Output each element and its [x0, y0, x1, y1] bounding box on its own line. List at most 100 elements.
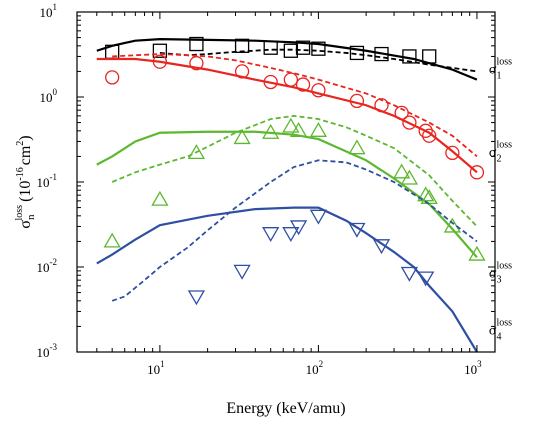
series-1-dashed-line [159, 48, 478, 73]
series-3-label-sup: loss [496, 261, 512, 272]
series-1-point [189, 36, 204, 52]
x-tick-label-exp: 1 [160, 359, 165, 369]
x-tick-label-exp: 3 [477, 359, 482, 369]
series-4-label-symbol: σ [489, 324, 497, 339]
y-tick-label: 10-2 [37, 257, 58, 275]
series-3 [96, 114, 486, 261]
series-4-point [282, 227, 300, 242]
series-2-point [445, 145, 460, 161]
series-2-point [295, 77, 311, 92]
series-3-point [400, 169, 419, 185]
series-2-point [152, 54, 168, 69]
series-3-point [289, 122, 308, 137]
series-1-point [311, 41, 326, 56]
series-4-point [233, 264, 251, 280]
x-tick-label-base: 10 [306, 362, 319, 377]
y-tick-label: 10-3 [37, 342, 58, 360]
series-3-point [468, 245, 486, 261]
y-tick-label-exp: 1 [53, 2, 58, 12]
x-tick-label-base: 10 [464, 362, 477, 377]
series-2-point [234, 64, 250, 79]
y-tick-label-exp: -1 [50, 172, 58, 182]
series-3-solid-line [96, 130, 478, 259]
series-4-point [187, 290, 206, 306]
series-2-point [418, 123, 433, 138]
y-axis-label-unit-open: (10 [17, 181, 34, 202]
series-2-label-sub: 2 [496, 153, 501, 164]
y-axis-label-unit-exp: -16 [15, 167, 26, 180]
y-tick-label-base: 10 [37, 345, 50, 360]
series-3-point [348, 139, 366, 155]
series-4-point [348, 222, 366, 238]
series-1-label-sup: loss [496, 56, 512, 67]
series-2-point [422, 128, 437, 143]
y-tick-label-exp: 0 [53, 87, 58, 97]
y-axis-label-symbol: σ [17, 220, 34, 229]
series-1-point [402, 49, 417, 64]
series-4 [96, 159, 478, 352]
axis-ticks [76, 11, 495, 353]
series-2-label-sup: loss [496, 139, 512, 150]
series-2-label-symbol: σ [489, 145, 497, 160]
y-axis-label-sup: loss [14, 205, 25, 221]
y-tick-label: 101 [40, 2, 58, 20]
series-2-point [189, 56, 204, 71]
series-4-dashed-line [111, 159, 478, 302]
x-tick-label: 101 [147, 359, 165, 377]
series-2-point [394, 105, 409, 121]
series-2-label: σ2 loss [489, 139, 512, 164]
x-tick-label: 103 [464, 359, 482, 377]
series-3-point [393, 163, 411, 179]
series-4-point [417, 271, 435, 287]
plot-area [96, 36, 486, 352]
series-1-label-symbol: σ [489, 62, 497, 77]
series-3-point [233, 129, 251, 145]
series-3-point [103, 232, 121, 248]
series-3-point [262, 123, 280, 139]
series-2-solid-line [96, 57, 478, 174]
series-1-point [263, 40, 278, 55]
series-2-point [469, 165, 485, 180]
series-1-point [422, 49, 437, 64]
series-1-point [374, 46, 389, 62]
y-axis-label-sub: n [25, 214, 37, 220]
series-2-point [402, 115, 417, 130]
series-4-point [262, 227, 280, 242]
series-3-label: σ3 loss [489, 261, 512, 286]
series-4-label-sup: loss [496, 318, 512, 329]
y-axis-label: σnloss (10-16 cm2) [14, 135, 37, 228]
series-3-point [309, 122, 328, 137]
series-2-point [263, 74, 278, 90]
series-2-point [311, 83, 326, 98]
series-2-point [374, 98, 389, 113]
series-1-label-sub: 1 [496, 70, 501, 81]
y-axis-label-unit-mid: cm [17, 145, 34, 165]
y-tick-label-base: 10 [37, 260, 50, 275]
series-3-point [151, 190, 169, 206]
y-tick-label-base: 10 [40, 5, 53, 20]
series-1-label: σ1 loss [489, 56, 512, 81]
y-tick-label-exp: -3 [50, 342, 58, 352]
series-3-point [443, 217, 462, 233]
y-axis-label-unit-close: ) [17, 135, 34, 140]
series-3-label-symbol: σ [489, 267, 497, 282]
series-2-point [105, 70, 120, 85]
y-tick-label: 100 [40, 87, 58, 105]
series-3-point [417, 186, 435, 202]
series-1-point [234, 38, 250, 53]
y-tick-label-base: 10 [40, 90, 53, 105]
series-4-point [372, 239, 391, 255]
y-tick-label-exp: -2 [50, 257, 58, 267]
series-4-point [309, 209, 328, 225]
series-1-point [152, 43, 168, 58]
series-3-label-sub: 3 [496, 275, 501, 286]
series-group [96, 36, 486, 352]
x-tick-label-base: 10 [147, 362, 160, 377]
x-axis-label: Energy (keV/amu) [226, 400, 345, 417]
series-4-solid-line [96, 206, 478, 352]
series-3-dashed-line [111, 114, 478, 228]
series-1-point [295, 40, 311, 55]
series-1-point [349, 45, 365, 61]
